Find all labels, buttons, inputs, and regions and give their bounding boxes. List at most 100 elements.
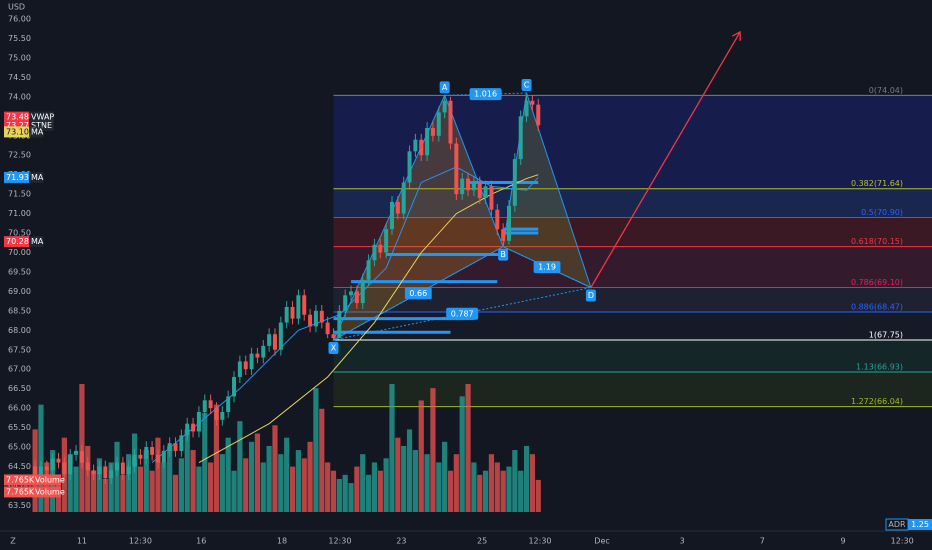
candle-body (278, 322, 283, 350)
ratio-box (469, 88, 502, 101)
volume-bar (488, 454, 495, 512)
candle-body (138, 454, 143, 459)
volume-bar (336, 478, 342, 512)
volume-bar (208, 462, 214, 512)
x-tick-label: Dec (594, 537, 609, 546)
candle-body (454, 143, 459, 195)
x-tick-label: 12:30 (891, 537, 914, 546)
volume-bar (535, 479, 541, 512)
ma-line (151, 166, 539, 463)
volume-bar (447, 470, 454, 512)
axes: USD Z 76.0075.5075.0074.5074.0073.5073.0… (0, 3, 932, 546)
candle-body (267, 334, 272, 346)
x-tick-label: 23 (396, 537, 406, 546)
volume-bar (500, 470, 506, 512)
volume-bar (330, 470, 337, 512)
candle-body (196, 412, 201, 432)
volume-bar (365, 474, 372, 512)
price-label-box (4, 119, 29, 131)
volume-bar (213, 404, 220, 512)
candle-body (448, 100, 453, 144)
volume-name: Volume (35, 487, 65, 496)
y-tick-label: 76.00 (8, 15, 31, 24)
fib-label: 0.618(70.15) (851, 237, 903, 246)
candle-body (471, 182, 476, 191)
price-label: 73.48 (6, 113, 29, 122)
point-label: B (500, 250, 506, 259)
candle-body (366, 260, 371, 280)
candle-body (150, 447, 155, 455)
volume-bar (278, 454, 284, 512)
volume-bar (383, 458, 389, 512)
point-box (521, 78, 532, 91)
candle-body (442, 100, 447, 113)
ratio-label: 1.016 (474, 90, 497, 99)
volume-bar (96, 458, 103, 512)
volume-bar (301, 458, 307, 512)
volume-bar (137, 466, 144, 512)
volume-bar (295, 450, 301, 512)
volume-bar (529, 454, 536, 512)
price-name-box (29, 236, 44, 248)
price-label: 71.93 (6, 173, 29, 182)
candle-body (384, 229, 389, 253)
candle-body (425, 128, 430, 156)
candle-body (354, 291, 359, 304)
volume-bar (120, 474, 126, 512)
candle-body (226, 396, 231, 413)
candle-body (460, 178, 465, 195)
ratio-label: 0.66 (409, 289, 427, 298)
price-label: 73.27 (6, 121, 29, 130)
volume-bar (237, 421, 243, 512)
x-tick-label: 16 (196, 537, 206, 546)
candle-body (524, 100, 529, 117)
x-tick-label: 12:30 (328, 537, 351, 546)
candle-body (319, 310, 324, 323)
y-tick-label: 74.50 (8, 73, 31, 82)
fib-retracement: 0(74.04) 0.382(71.64) 0.5(70.90) 0.618(70.1… (333, 86, 932, 408)
y-tick-label: 69.50 (8, 267, 31, 276)
volume-bar (354, 466, 360, 512)
projection-arrow (590, 31, 741, 288)
x-tick-label: 12:30 (528, 537, 551, 546)
volume-bar (477, 474, 483, 512)
candle-body (62, 462, 67, 475)
y-tick-label: 67.50 (8, 345, 31, 354)
point-box (498, 248, 509, 261)
candle-body (191, 423, 196, 432)
volume-bar (260, 462, 266, 512)
candle-body (232, 376, 237, 397)
volume-bar (102, 478, 108, 512)
candle-body (167, 443, 172, 451)
y-tick-label: 74.00 (8, 92, 31, 101)
volume-label: 7.765K (6, 475, 35, 484)
candle-body (255, 353, 260, 358)
fib-label: 0.382(71.64) (851, 179, 903, 188)
scale-button[interactable]: Z (10, 537, 16, 546)
y-tick-label: 71.00 (8, 209, 31, 218)
price-name-box (29, 111, 54, 123)
volume-bar (91, 470, 97, 512)
candle-body (68, 454, 73, 475)
volume-bar (348, 483, 354, 512)
ratio-label: 1.19 (538, 263, 556, 272)
candle-body (44, 466, 49, 471)
volume-label-box (4, 486, 61, 498)
candle-body (290, 306, 295, 319)
y-tick-label: 68.50 (8, 306, 31, 315)
candle-body (501, 229, 506, 241)
ratio-label: 0.787 (451, 309, 474, 318)
x-tick-label: 9 (841, 537, 846, 546)
y-tick-label: 66.50 (8, 384, 31, 393)
volume-name: Volume (35, 475, 65, 484)
candle-body (436, 112, 441, 136)
volume-bar (266, 445, 272, 512)
candle-body (389, 201, 394, 230)
volume-bar (219, 454, 225, 512)
candle-body (261, 345, 266, 358)
fib-band (333, 287, 932, 313)
candle-body (74, 450, 79, 455)
fib-band (333, 340, 932, 372)
candle-body (109, 470, 114, 479)
